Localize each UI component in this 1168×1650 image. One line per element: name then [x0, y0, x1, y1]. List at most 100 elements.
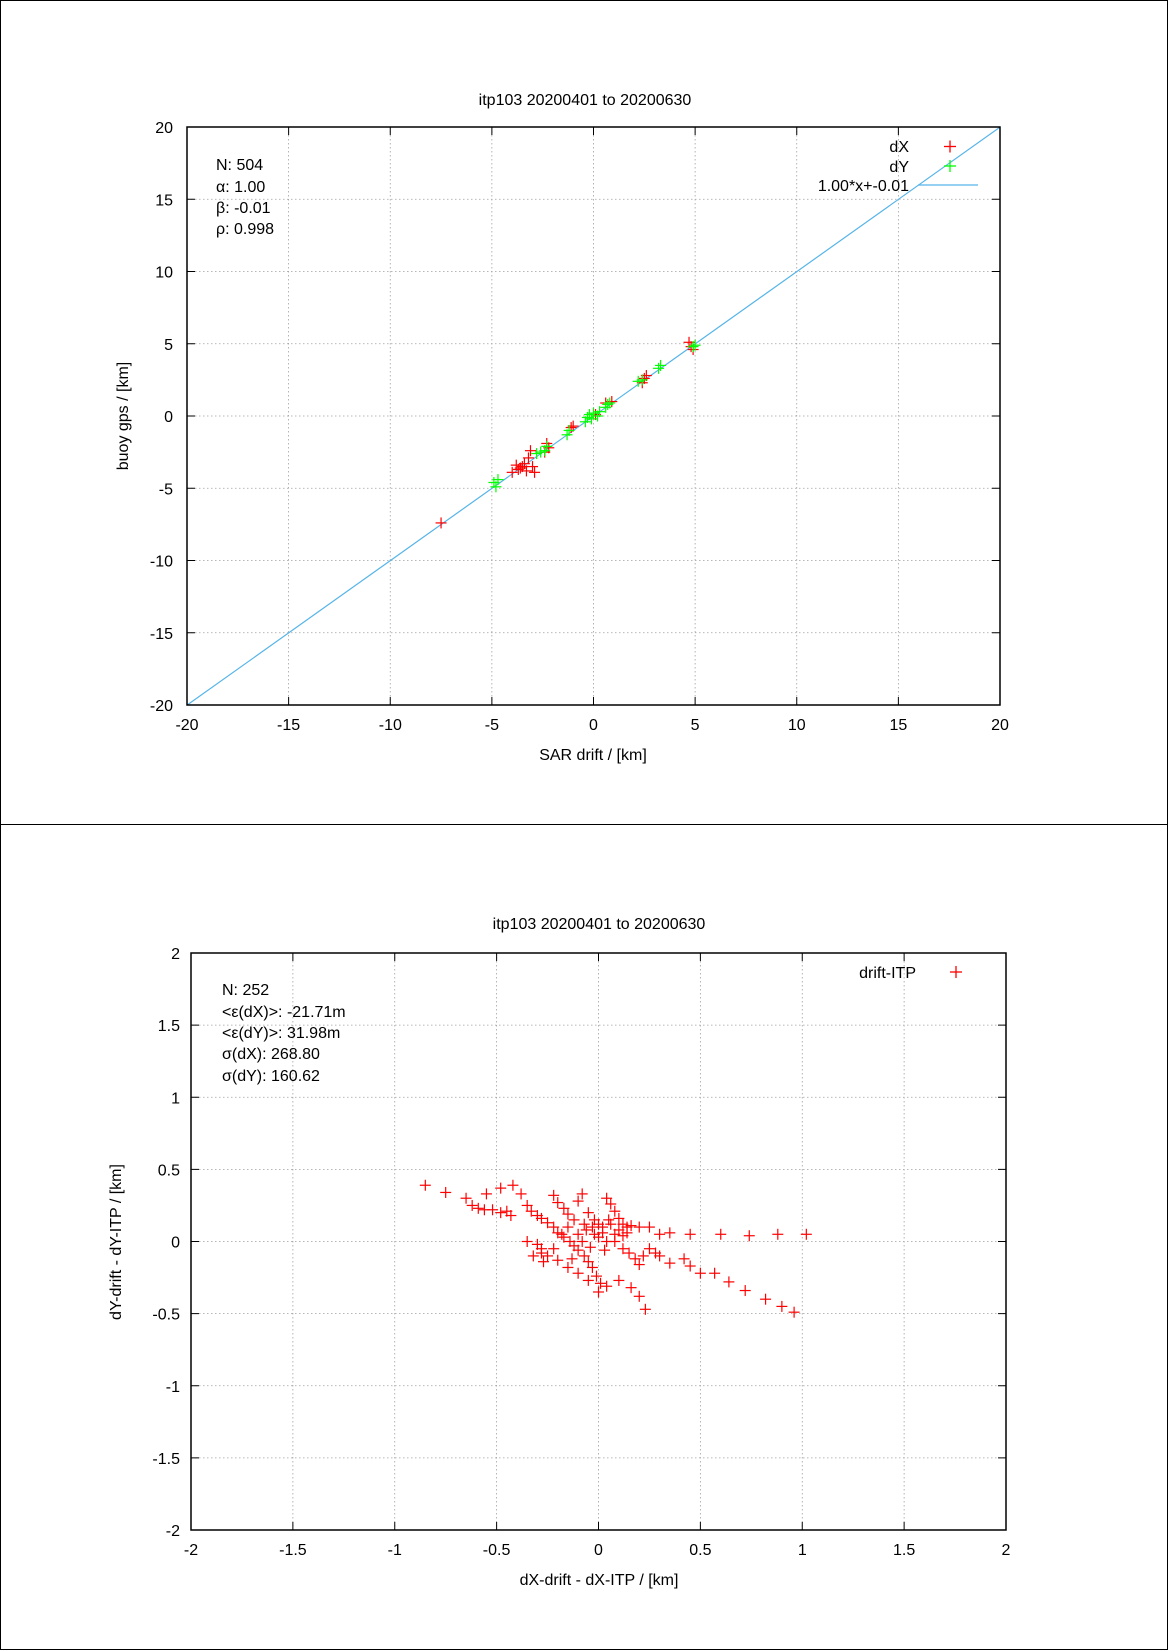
point-dy	[579, 416, 591, 428]
point-drift-itp	[578, 1250, 590, 1262]
point-drift-itp	[558, 1202, 570, 1214]
chart-1-ytick-label: 20	[155, 120, 173, 137]
chart-2-ytick-label: 2	[171, 946, 180, 963]
point-drift-itp	[419, 1179, 431, 1191]
point-drift-itp	[535, 1212, 547, 1224]
point-drift-itp	[552, 1197, 564, 1209]
point-drift-itp	[739, 1285, 751, 1297]
chart-1-xtick-label: -10	[379, 717, 402, 734]
point-drift-itp	[664, 1257, 676, 1269]
chart-1-points	[435, 336, 701, 529]
point-drift-itp	[639, 1303, 651, 1315]
point-drift-itp	[480, 1188, 492, 1200]
point-drift-itp	[572, 1228, 584, 1240]
chart-2-xtick-label: -0.5	[483, 1542, 511, 1559]
point-drift-itp	[495, 1207, 507, 1219]
chart-2-legend-swatch-drift-itp	[950, 966, 962, 978]
point-drift-itp	[515, 1188, 527, 1200]
chart-2-xtick-label: -2	[184, 1542, 198, 1559]
point-drift-itp	[542, 1217, 554, 1229]
point-dy	[561, 429, 573, 441]
point-drift-itp	[572, 1195, 584, 1207]
point-drift-itp	[595, 1277, 607, 1289]
point-drift-itp	[723, 1276, 735, 1288]
chart-2-legend-label-drift-itp: drift-ITP	[859, 965, 916, 982]
point-drift-itp	[507, 1179, 519, 1191]
point-drift-itp	[654, 1228, 666, 1240]
chart-2-xtick-label: 0.5	[689, 1542, 711, 1559]
chart-1-title: itp103 20200401 to 20200630	[479, 92, 692, 109]
chart-1-ylabel: buoy gps / [km]	[115, 362, 132, 471]
point-drift-itp	[586, 1261, 598, 1273]
chart-2-xtick-label: 1	[798, 1542, 807, 1559]
point-drift-itp	[556, 1228, 568, 1240]
chart-2-stat-mean-dx: <ε(dX)>: -21.71m	[222, 1004, 346, 1021]
point-dx	[638, 372, 650, 384]
point-drift-itp	[505, 1210, 517, 1222]
point-dy	[636, 374, 648, 386]
chart-2-xtick-label: 1.5	[893, 1542, 915, 1559]
chart-2-stat-n: N: 252	[222, 982, 269, 999]
point-drift-itp	[664, 1227, 676, 1239]
chart-2-xlabel: dX-drift - dX-ITP / [km]	[520, 1572, 679, 1589]
point-drift-itp	[715, 1228, 727, 1240]
chart-2-legend: drift-ITP	[859, 965, 962, 982]
chart-1-stat-n: N: 504	[216, 157, 263, 174]
point-drift-itp	[684, 1228, 696, 1240]
chart-1-ytick-label: 0	[164, 409, 173, 426]
point-drift-itp	[629, 1253, 641, 1265]
top-panel-frame	[0, 0, 1168, 825]
chart-2-points	[419, 1179, 812, 1318]
point-drift-itp	[576, 1188, 588, 1200]
chart-2-ytick-label: -2	[166, 1523, 180, 1540]
chart-1-ytick-label: -5	[159, 481, 173, 498]
point-drift-itp	[788, 1306, 800, 1318]
point-drift-itp	[582, 1207, 594, 1219]
chart-1-legend-swatch-dx	[944, 140, 956, 153]
point-drift-itp	[601, 1280, 613, 1292]
point-drift-itp	[562, 1261, 574, 1273]
point-drift-itp	[582, 1274, 594, 1286]
chart-1-xtick-label: 20	[991, 717, 1009, 734]
point-drift-itp	[621, 1227, 633, 1239]
point-drift-itp	[772, 1228, 784, 1240]
point-drift-itp	[800, 1228, 812, 1240]
point-dx	[518, 458, 530, 470]
point-drift-itp	[440, 1186, 452, 1198]
chart-1-xtick-label: 5	[691, 717, 700, 734]
point-drift-itp	[709, 1267, 721, 1279]
point-drift-itp	[535, 1243, 547, 1255]
chart-2-ytick-label: 1.5	[158, 1018, 180, 1035]
chart-1-legend-label-dx: dX	[889, 139, 909, 156]
chart-1-xlabel: SAR drift / [km]	[539, 747, 647, 764]
point-dy	[492, 474, 504, 486]
chart-2-ytick-label: 0.5	[158, 1162, 180, 1179]
point-dy	[602, 398, 614, 410]
point-drift-itp	[527, 1250, 539, 1262]
point-drift-itp	[654, 1250, 666, 1262]
point-drift-itp	[562, 1208, 574, 1220]
point-drift-itp	[601, 1236, 613, 1247]
point-dx	[512, 463, 524, 475]
point-drift-itp	[495, 1182, 507, 1194]
chart-1-stat-rho: ρ: 0.998	[216, 221, 274, 238]
point-drift-itp	[572, 1267, 584, 1279]
chart-1-legend: dX dY 1.00*x+-0.01	[818, 139, 978, 195]
point-dy	[539, 445, 551, 457]
chart-2-ticks	[190, 952, 1007, 1531]
point-drift-itp	[633, 1290, 645, 1302]
chart-1-xtick-label: 10	[788, 717, 806, 734]
chart-1-stats: N: 504 α: 1.00 β: -0.01 ρ: 0.998	[216, 157, 274, 238]
point-drift-itp	[633, 1221, 645, 1233]
chart-1-xtick-label: -5	[485, 717, 499, 734]
point-drift-itp	[601, 1192, 613, 1204]
point-drift-itp	[613, 1274, 625, 1286]
point-dx	[506, 466, 518, 478]
chart-2-ytick-label: -1.5	[152, 1451, 180, 1468]
point-drift-itp	[586, 1221, 598, 1233]
point-drift-itp	[582, 1256, 594, 1268]
point-dy	[655, 359, 667, 371]
point-dx	[524, 445, 536, 457]
point-drift-itp	[521, 1199, 533, 1211]
